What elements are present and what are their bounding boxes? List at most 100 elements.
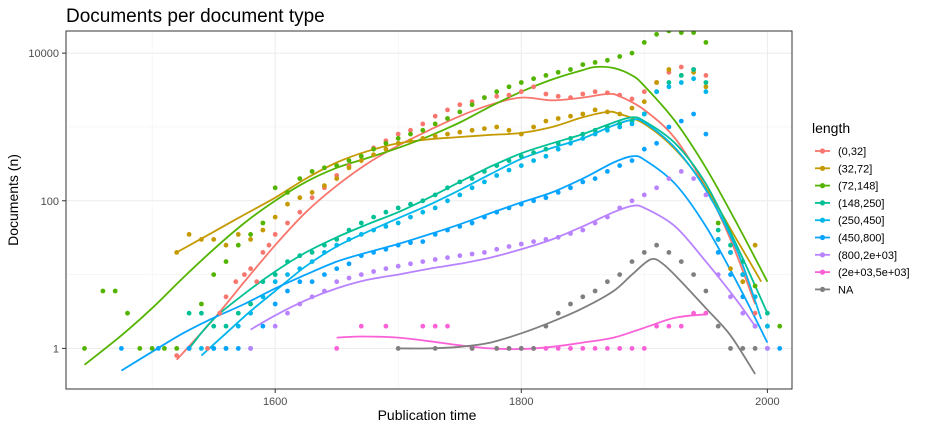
data-point (728, 250, 733, 255)
data-point (420, 239, 426, 245)
data-point (691, 272, 696, 277)
x-tick-label: 2000 (755, 396, 779, 408)
data-point (420, 259, 426, 264)
data-point (211, 346, 217, 351)
legend-key-point (819, 234, 826, 241)
points-series-8 (395, 242, 758, 351)
data-point (432, 346, 438, 351)
data-point (469, 102, 475, 108)
data-point (580, 62, 586, 67)
data-point (678, 64, 684, 70)
data-point (568, 113, 573, 119)
data-point (482, 250, 487, 255)
legend-item: (250,450] (815, 215, 884, 227)
data-point (494, 246, 500, 252)
data-point (162, 346, 167, 351)
data-point (211, 323, 217, 329)
data-point (494, 346, 500, 351)
data-point (482, 169, 487, 174)
legend-label: (2e+03,5e+03] (838, 267, 910, 279)
data-point (235, 232, 241, 237)
data-point (445, 116, 450, 121)
legend-item: (800,2e+03] (815, 250, 897, 262)
data-point (605, 279, 610, 285)
data-point (617, 124, 623, 130)
data-point (715, 272, 721, 277)
data-point (272, 185, 278, 191)
data-point (119, 346, 124, 351)
data-point (568, 95, 573, 100)
data-point (186, 310, 192, 316)
data-point (334, 237, 340, 242)
data-point (666, 31, 672, 34)
data-point (445, 323, 450, 329)
data-point (568, 67, 573, 72)
data-point (641, 146, 647, 152)
data-point (592, 60, 598, 65)
data-point (740, 259, 746, 264)
data-point (543, 146, 549, 152)
data-point (174, 250, 180, 255)
data-point (518, 201, 524, 207)
data-point (568, 136, 573, 141)
data-point (580, 136, 586, 141)
legend-label: (450,800] (838, 233, 884, 245)
panel-background (66, 31, 792, 389)
data-point (233, 279, 239, 285)
data-point (740, 310, 746, 316)
legend-item: (148,250] (815, 198, 884, 210)
data-point (506, 244, 512, 249)
legend-label: (148,250] (838, 198, 884, 210)
data-point (580, 131, 586, 137)
data-point (543, 323, 549, 329)
data-point (592, 220, 598, 226)
data-point (445, 198, 450, 204)
data-point (752, 294, 758, 300)
data-point (580, 346, 586, 351)
data-point (506, 158, 512, 164)
data-point (777, 323, 783, 329)
data-point (592, 107, 598, 113)
legend-item: (32,72] (815, 163, 872, 175)
data-point (543, 195, 549, 201)
data-point (248, 232, 254, 237)
data-point (383, 224, 389, 229)
data-point (235, 242, 241, 248)
data-point (678, 259, 684, 264)
data-point (199, 346, 204, 351)
data-point (260, 250, 266, 255)
data-point (568, 346, 573, 351)
data-point (482, 214, 487, 220)
smooth-line-series-1 (176, 110, 762, 283)
data-point (186, 232, 192, 237)
data-point (272, 279, 278, 285)
data-point (199, 310, 204, 316)
data-point (309, 250, 315, 255)
data-point (568, 185, 573, 191)
data-point (408, 240, 413, 246)
x-tick-label: 1800 (509, 396, 533, 408)
x-axis-title: Publication time (378, 407, 477, 423)
data-point (248, 310, 254, 316)
data-point (469, 185, 475, 191)
data-point (654, 89, 659, 95)
data-point (654, 323, 659, 329)
data-point (580, 294, 586, 300)
data-point (728, 272, 733, 277)
data-point (531, 158, 536, 164)
data-point (568, 140, 573, 146)
data-point (592, 89, 598, 95)
data-point (223, 323, 229, 329)
data-point (322, 183, 327, 189)
data-point (223, 242, 229, 248)
legend-label: (800,2e+03] (838, 250, 897, 262)
data-point (555, 346, 561, 351)
legend-key-point (819, 148, 826, 154)
data-point (494, 209, 500, 215)
data-point (617, 163, 623, 169)
data-point (322, 250, 327, 255)
data-point (309, 279, 315, 285)
data-point (494, 124, 500, 130)
